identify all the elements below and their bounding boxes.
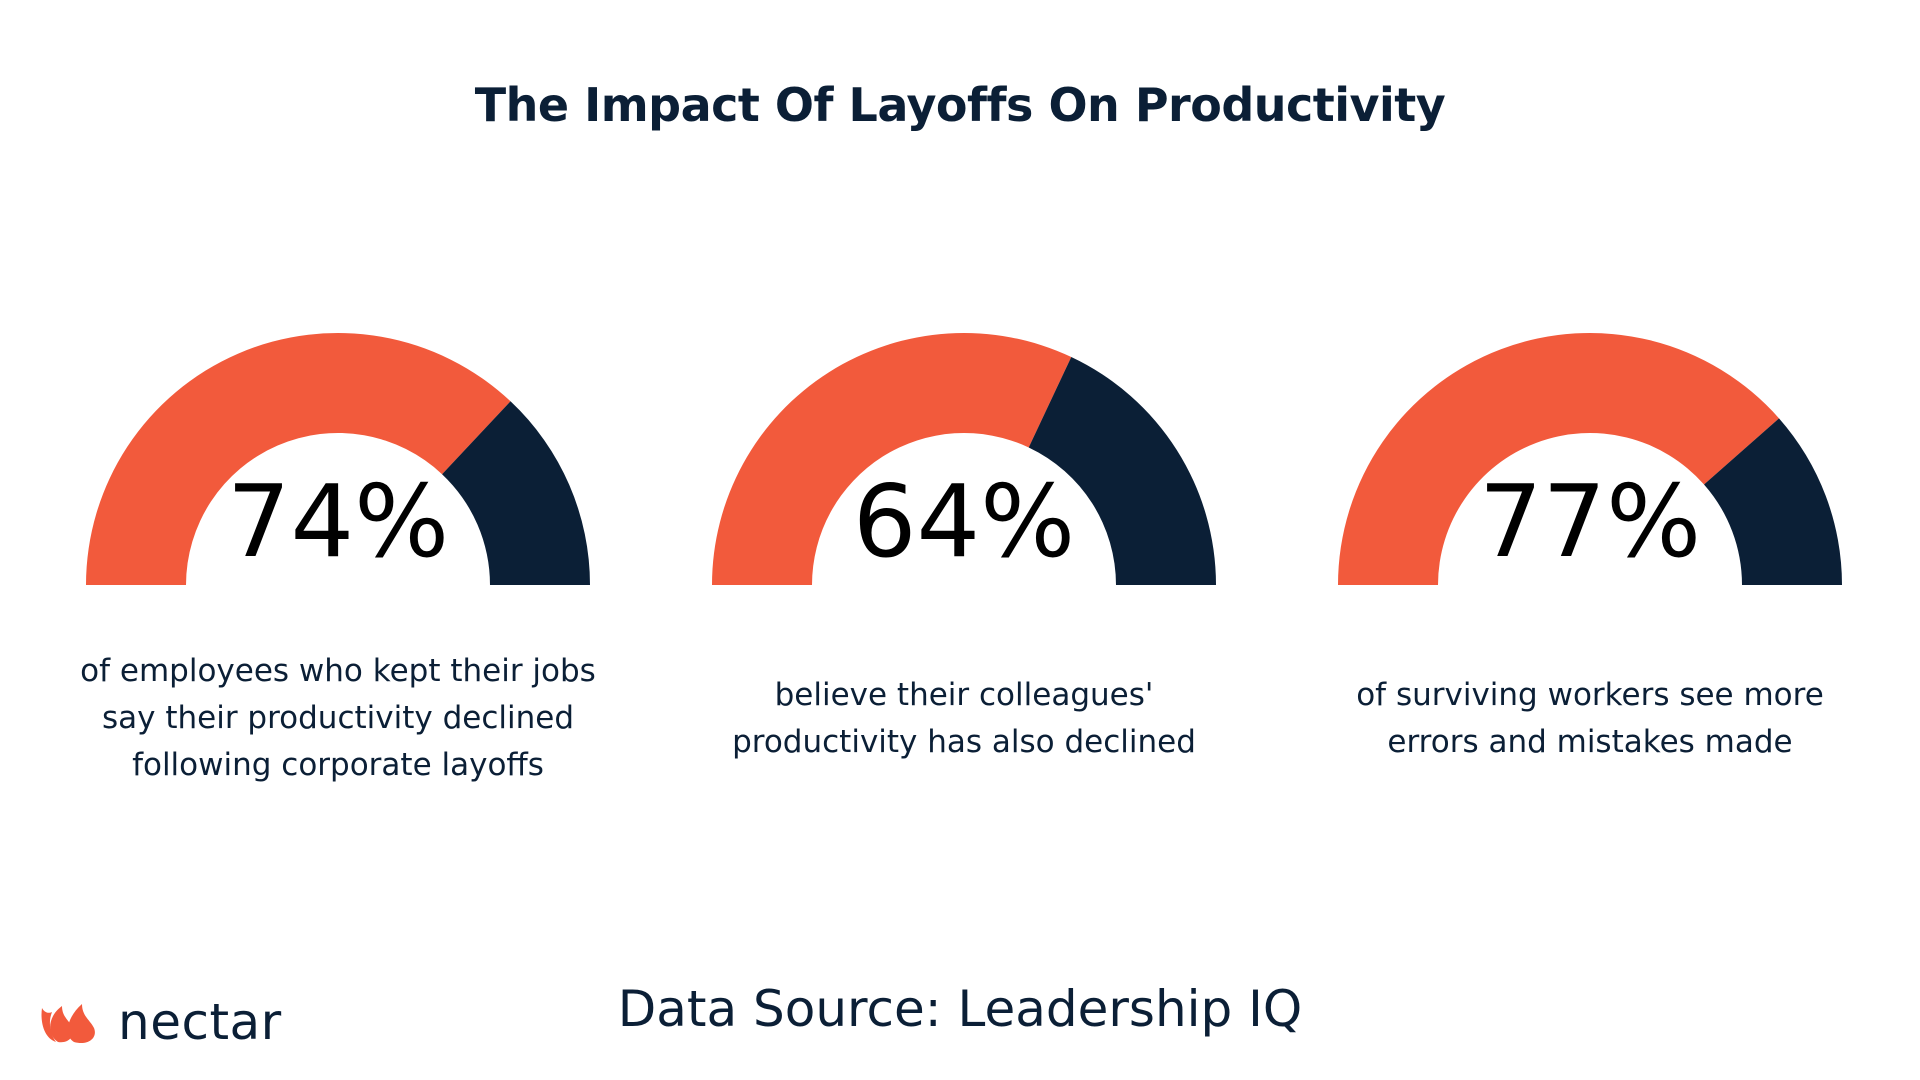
- data-source: Data Source: Leadership IQ: [617, 980, 1303, 1038]
- gauge-1-value: 74%: [226, 463, 450, 580]
- gauge-1-caption: of employees who kept their jobs say the…: [28, 648, 648, 789]
- gauge-2: 64%: [704, 330, 1224, 600]
- gauge-2-value: 64%: [852, 463, 1076, 580]
- gauge-3-value: 77%: [1478, 463, 1702, 580]
- gauge-2-filled-arc: [712, 333, 1072, 585]
- gauge-3-caption-line-1: of surviving workers see more: [1356, 677, 1824, 713]
- gauge-2-caption: believe their colleagues' productivity h…: [654, 672, 1274, 766]
- gauge-1-caption-line-1: of employees who kept their jobs: [80, 653, 596, 689]
- gauge-2-caption-line-2: productivity has also declined: [732, 724, 1196, 760]
- gauge-2-caption-line-1: believe their colleagues': [774, 677, 1154, 713]
- gauge-1-caption-line-2: say their productivity declined: [101, 700, 574, 736]
- gauge-2-remainder-arc: [1028, 356, 1216, 585]
- gauge-1-svg: [86, 333, 590, 585]
- chart-title: The Impact Of Layoffs On Productivity: [474, 78, 1446, 132]
- gauge-2-svg: [712, 333, 1216, 585]
- gauge-3-filled-arc: [1338, 333, 1780, 585]
- gauge-1-caption-line-3: following corporate layoffs: [132, 747, 544, 783]
- gauge-1-filled-arc: [86, 333, 511, 585]
- gauge-3-caption: of surviving workers see more errors and…: [1280, 672, 1900, 766]
- gauge-3-svg: [1338, 333, 1842, 585]
- gauge-1-remainder-arc: [442, 401, 590, 585]
- gauge-3-caption-line-2: errors and mistakes made: [1387, 724, 1793, 760]
- gauge-3-remainder-arc: [1704, 418, 1842, 585]
- gauge-3: 77%: [1330, 330, 1850, 600]
- gauge-1: 74%: [78, 330, 598, 600]
- nectar-flame-icon: [41, 1004, 95, 1044]
- nectar-logo: nectar: [38, 992, 282, 1052]
- nectar-wordmark: nectar: [118, 993, 282, 1051]
